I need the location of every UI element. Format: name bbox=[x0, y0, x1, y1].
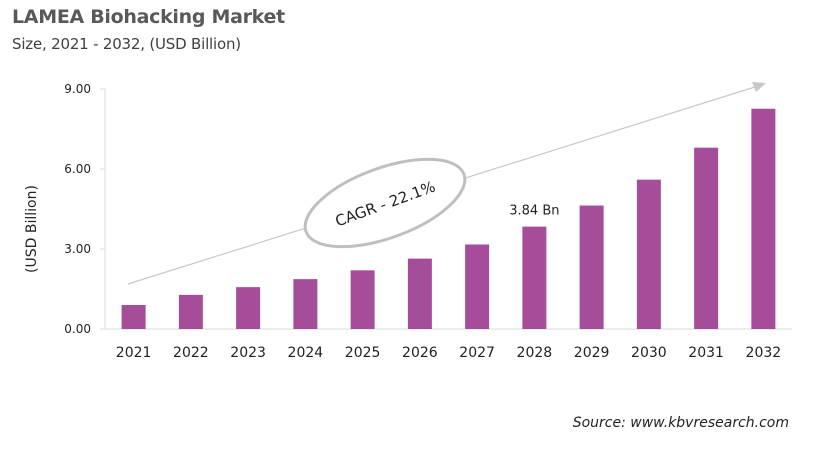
bar-2032 bbox=[751, 108, 776, 329]
x-tick-label: 2025 bbox=[345, 345, 381, 361]
bar-2028 bbox=[522, 226, 547, 329]
x-tick-label: 2032 bbox=[746, 345, 782, 361]
bar-2024 bbox=[293, 279, 318, 329]
bar-2031 bbox=[694, 147, 719, 329]
x-tick-label: 2022 bbox=[173, 345, 209, 361]
x-tick-label: 2024 bbox=[288, 345, 324, 361]
bar-2021 bbox=[121, 305, 146, 329]
y-tick-label: 9.00 bbox=[64, 82, 91, 96]
x-tick-label: 2027 bbox=[459, 345, 495, 361]
bar-2026 bbox=[407, 258, 432, 329]
x-tick-label: 2023 bbox=[230, 345, 266, 361]
x-tick-label: 2031 bbox=[688, 345, 724, 361]
bar-2025 bbox=[350, 270, 375, 329]
chart-subtitle: Size, 2021 - 2032, (USD Billion) bbox=[12, 35, 241, 53]
y-tick-label: 0.00 bbox=[64, 322, 91, 336]
x-tick-label: 2029 bbox=[574, 345, 610, 361]
x-tick-label: 2021 bbox=[116, 345, 152, 361]
bar-2030 bbox=[636, 179, 661, 329]
bar-2029 bbox=[579, 205, 604, 329]
cagr-ellipse bbox=[303, 157, 467, 249]
bar-2022 bbox=[178, 294, 203, 329]
chart-title: LAMEA Biohacking Market bbox=[12, 6, 285, 28]
data-label: 3.84 Bn bbox=[509, 204, 559, 219]
x-tick-label: 2028 bbox=[517, 345, 553, 361]
x-tick-label: 2026 bbox=[402, 345, 438, 361]
y-tick-label: 6.00 bbox=[64, 162, 91, 176]
bar-2027 bbox=[465, 244, 490, 329]
y-axis-label: (USD Billion) bbox=[24, 185, 40, 273]
trend-arrowhead bbox=[752, 82, 766, 92]
source-text: Source: www.kbvresearch.com bbox=[572, 415, 789, 431]
y-tick-label: 3.00 bbox=[64, 242, 91, 256]
x-tick-label: 2030 bbox=[631, 345, 667, 361]
bar-2023 bbox=[236, 287, 261, 329]
